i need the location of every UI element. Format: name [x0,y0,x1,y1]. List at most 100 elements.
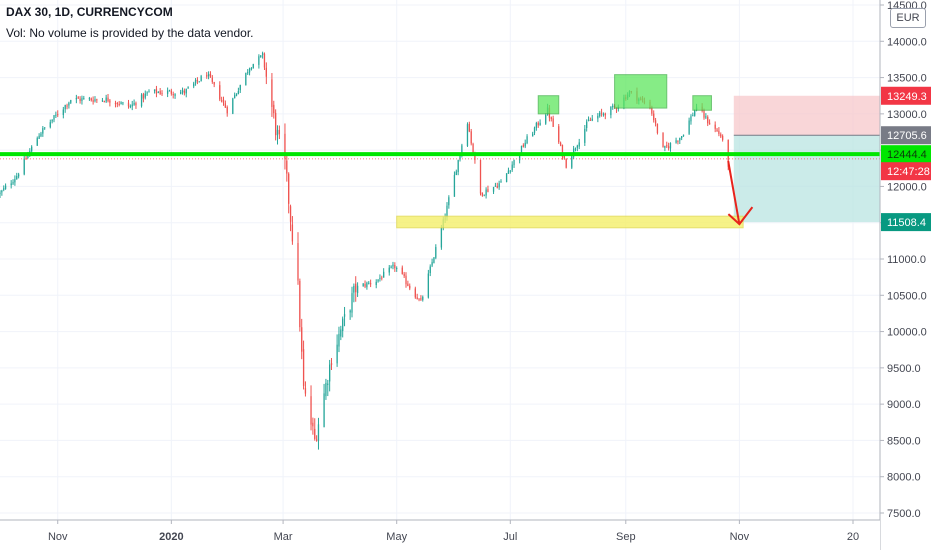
candle-body [666,145,668,147]
candle-body [107,97,109,102]
candle-body [356,285,359,294]
candle-body [200,76,202,82]
candle-body [383,271,385,278]
candle-body [483,194,485,196]
candle-body [532,133,534,137]
candle-body [349,310,351,313]
candle-body [174,94,176,96]
position-zones [733,95,880,223]
candle-body [51,119,53,122]
candle-body [57,114,59,116]
candle-body [284,133,286,159]
candle-body [96,99,98,101]
candle-body [263,53,266,68]
candle-body [68,102,70,106]
price-axis[interactable]: 7500.0 8000.0 8500.0 9000.0 9500.0 10000.0 105… [879,0,932,550]
candle-body [470,131,472,144]
candle-body [505,173,508,182]
candle-body [194,79,197,84]
candle-body [77,97,79,99]
candle-body [518,153,521,161]
time-tick-label: Nov [48,531,68,543]
candle-body [694,110,696,116]
candle-body [127,102,130,107]
candle-body [315,439,318,441]
candle-body [720,134,722,137]
candle-body [494,185,497,187]
price-tick-label: 10000.0 [887,327,927,339]
candle-body [133,102,135,105]
candle-body [53,115,55,120]
candle-body [487,189,489,192]
candle-body [539,122,541,126]
price-tag-label: 12444.4 [887,149,927,161]
candle-body [612,105,614,108]
candle-body [278,129,281,135]
candle-body [448,197,450,206]
candle-body [533,127,536,133]
candle-body [181,90,184,93]
candle-body [558,126,560,143]
candle-body [55,114,57,116]
candle-body [362,283,364,287]
candle-body [355,283,357,293]
candle-body [62,109,64,115]
candle-body [302,349,305,386]
candle-body [353,285,355,293]
time-axis[interactable]: Nov 2020 Mar May Jul Sep Nov 20 [0,519,880,550]
currency-badge[interactable]: EUR [890,8,926,28]
candle-body [247,72,249,74]
candle-body [250,68,253,70]
candle-body [327,383,329,385]
price-tick-label: 7500.0 [887,508,921,520]
candle-body [552,118,554,127]
candle-body [31,146,33,152]
candle-body [289,206,292,222]
candle-body [105,97,107,102]
price-tag: 11508.4 [881,213,931,232]
candle-body [392,264,394,267]
candle-body [224,103,227,108]
candle-body [381,277,383,279]
candle-body [500,181,502,183]
candle-body [94,99,96,102]
candle-body [453,174,456,197]
candle-body [193,83,195,87]
price-tag-bg [881,213,931,232]
drawings [0,74,880,229]
price-tick-label: 12000.0 [887,181,927,193]
price-tag-bg [881,145,931,164]
candle-body [219,85,221,100]
candle-body [610,106,612,116]
candles [0,51,729,450]
candle-body [222,99,225,103]
candle-body [492,186,495,192]
candle-body [586,121,588,128]
candle-body [336,344,338,364]
candle-body [369,283,372,285]
stop-loss-zone [733,95,880,136]
candle-body [718,130,720,134]
candle-body [459,154,461,160]
candle-body [340,329,342,337]
time-tick-label: May [386,531,407,543]
time-tick-label: 2020 [159,531,183,543]
candle-body [703,110,705,118]
candle-body [23,158,25,175]
candle-body [234,95,236,99]
candle-body [375,281,377,285]
candle-body [513,159,515,166]
symbol-title[interactable]: DAX 30, 1D, CURRENCYCOM [6,5,173,19]
candle-body [245,72,247,86]
candle-body [44,127,46,129]
candle-body [118,103,120,105]
candle-body [705,116,707,118]
candle-body [420,298,422,300]
candle-body [38,135,40,139]
candle-body [716,129,718,132]
candle-body [656,123,659,134]
candle-body [708,122,711,125]
price-tick-label: 10500.0 [887,290,927,302]
price-tick-label: 14000.0 [887,36,927,48]
